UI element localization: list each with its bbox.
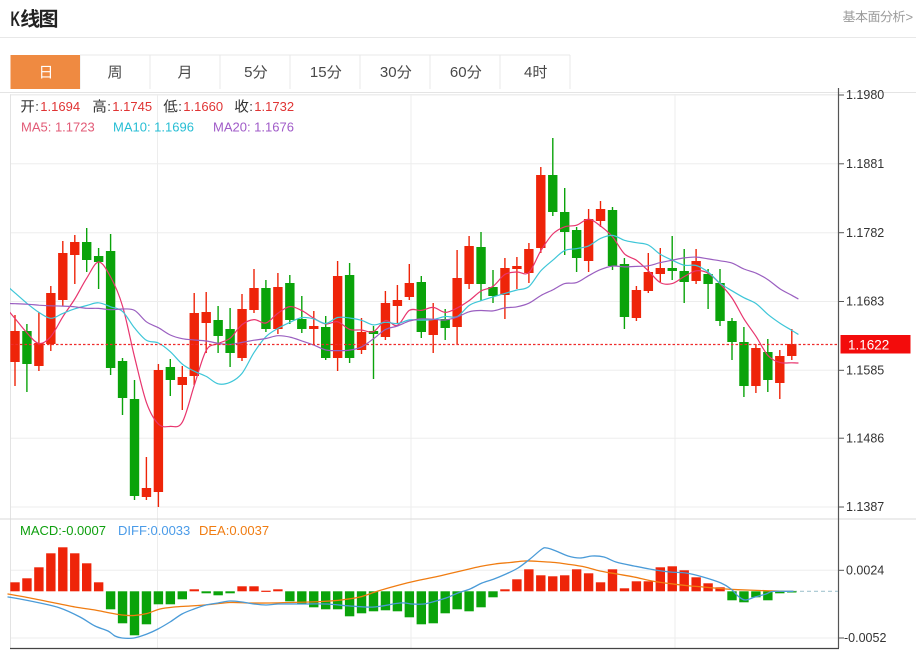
svg-text:1.1732: 1.1732 xyxy=(254,99,294,114)
svg-text:60: 60 xyxy=(450,64,467,81)
svg-text:1.1660: 1.1660 xyxy=(183,99,223,114)
svg-text:MA5: 1.1723: MA5: 1.1723 xyxy=(21,120,95,135)
svg-text:DIFF:0.0033: DIFF:0.0033 xyxy=(118,523,190,538)
svg-text:1.1585: 1.1585 xyxy=(846,364,884,378)
svg-text:K: K xyxy=(11,8,21,31)
svg-text:1.1881: 1.1881 xyxy=(846,157,884,171)
svg-text:1.1745: 1.1745 xyxy=(112,99,152,114)
svg-text:1.1980: 1.1980 xyxy=(846,88,884,102)
svg-text:MA20: 1.1676: MA20: 1.1676 xyxy=(213,120,294,135)
svg-text:1.1694: 1.1694 xyxy=(40,99,80,114)
svg-text:MACD:-0.0007: MACD:-0.0007 xyxy=(20,523,106,538)
svg-text:4: 4 xyxy=(524,64,532,81)
svg-text:>: > xyxy=(906,9,914,24)
svg-text::: : xyxy=(35,99,39,114)
svg-text:30: 30 xyxy=(380,64,397,81)
svg-text:1.1782: 1.1782 xyxy=(846,226,884,240)
svg-text:MA10: 1.1696: MA10: 1.1696 xyxy=(113,120,194,135)
svg-text:5: 5 xyxy=(244,64,252,81)
svg-text:1.1387: 1.1387 xyxy=(846,500,884,514)
svg-text:15: 15 xyxy=(310,64,327,81)
svg-text:1.1486: 1.1486 xyxy=(846,431,884,445)
svg-text:DEA:0.0037: DEA:0.0037 xyxy=(199,523,269,538)
svg-text::: : xyxy=(107,99,111,114)
svg-text:0.0024: 0.0024 xyxy=(846,564,884,578)
svg-text:1.1622: 1.1622 xyxy=(848,338,889,353)
svg-text::: : xyxy=(178,99,182,114)
svg-text:-0.0052: -0.0052 xyxy=(844,631,886,645)
svg-text:1.1683: 1.1683 xyxy=(846,295,884,309)
svg-text::: : xyxy=(249,99,253,114)
